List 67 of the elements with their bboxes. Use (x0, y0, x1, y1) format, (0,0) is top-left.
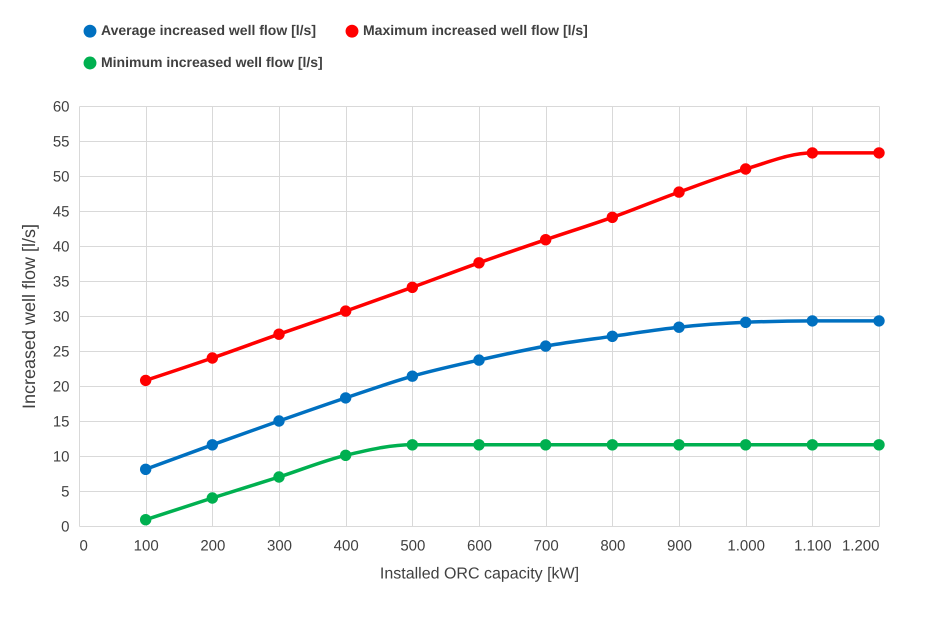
point (273, 471, 285, 483)
point (473, 257, 485, 268)
point (740, 439, 752, 450)
y-tick-label: 60 (52, 98, 70, 116)
x-tick-label: 500 (400, 538, 426, 554)
y-tick-label: 15 (52, 414, 70, 430)
x-tick-label: 600 (466, 538, 492, 554)
y-tick-label: 40 (52, 238, 70, 256)
point (206, 492, 218, 504)
y-tick-label: 45 (52, 204, 70, 220)
x-axis-title: Installed ORC capacity [kW] (380, 566, 580, 582)
point (140, 514, 152, 526)
point (473, 439, 485, 450)
legend-label: Minimum increased well flow [l/s] (101, 54, 323, 70)
x-tick-label: 1.100 (794, 538, 832, 554)
y-tick-label: 10 (52, 448, 70, 466)
point (406, 282, 418, 293)
point (806, 439, 818, 450)
point (673, 322, 685, 333)
x-tick-label: 800 (600, 538, 626, 554)
x-tick-label: 200 (200, 538, 226, 554)
y-tick-label: 30 (52, 308, 70, 326)
point (206, 352, 218, 364)
point (873, 147, 885, 159)
point (340, 450, 352, 461)
x-tick-label: 100 (134, 538, 159, 554)
y-tick-label: 25 (52, 344, 70, 360)
point (806, 315, 818, 327)
point (406, 370, 418, 382)
legend-label: Maximum increased well flow [l/s] (363, 22, 588, 38)
point (340, 305, 352, 317)
x-tick-label: 900 (666, 538, 692, 554)
point (740, 163, 752, 175)
x-tick-label: 700 (534, 538, 559, 554)
y-tick-label: 5 (61, 484, 70, 500)
point (140, 464, 152, 475)
point (540, 340, 552, 352)
point (873, 439, 885, 450)
point (473, 354, 485, 366)
point (673, 439, 685, 450)
x-tick-label: 0 (80, 538, 88, 554)
y-tick-label: 50 (52, 168, 70, 186)
point (406, 439, 418, 450)
y-tick-label: 55 (52, 134, 70, 150)
point (606, 212, 618, 223)
point (340, 392, 352, 404)
point (273, 415, 285, 427)
point (206, 439, 218, 450)
point (606, 439, 618, 450)
x-tick-label: 1.200 (842, 538, 880, 554)
point (273, 328, 285, 340)
point (540, 439, 552, 450)
point (673, 186, 685, 198)
y-tick-label: 20 (52, 378, 70, 396)
y-axis-title: Increased well flow [l/s] (18, 224, 39, 410)
point (873, 315, 885, 327)
point (140, 374, 152, 386)
legend-label: Average increased well flow [l/s] (101, 22, 316, 38)
point (606, 330, 618, 342)
point (740, 316, 752, 328)
x-tick-label: 400 (334, 538, 359, 554)
x-tick-label: 300 (266, 538, 292, 554)
point (806, 147, 818, 159)
x-tick-label: 1.000 (727, 538, 765, 554)
point (540, 234, 552, 246)
y-tick-label: 35 (52, 274, 70, 290)
y-tick-label: 0 (61, 518, 70, 536)
